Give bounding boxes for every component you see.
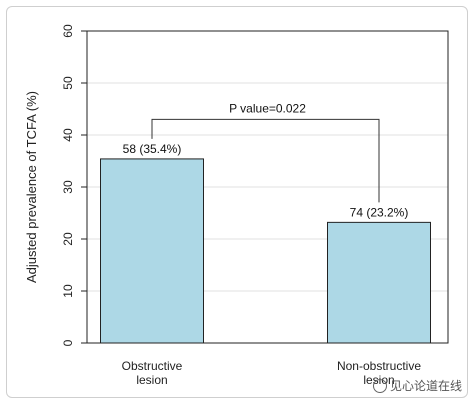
category-label: lesion (136, 373, 167, 387)
y-tick-label: 30 (61, 180, 75, 194)
y-tick-label: 40 (61, 128, 75, 142)
labels: 0 10 20 30 40 50 60 Adjusted prevalence of TCFA… (24, 24, 421, 387)
category-label: Obstructive (122, 359, 183, 373)
y-tick-label: 50 (61, 76, 75, 90)
p-value-annotation: P value=0.022 (229, 101, 306, 115)
watermark-text: 见心论道在线 (389, 379, 462, 393)
data-label: 58 (35.4%) (123, 142, 182, 156)
y-tick-label: 60 (61, 24, 75, 38)
bars (100, 158, 431, 344)
bar (100, 158, 204, 344)
axes (81, 30, 449, 344)
y-axis-label: Adjusted prevalence of TCFA (%) (24, 91, 39, 283)
wechat-logo-icon (372, 378, 387, 393)
watermark: 见心论道在线 (372, 377, 462, 394)
significance-bracket (151, 118, 380, 203)
category-label: Non-obstructive (337, 359, 421, 373)
bar (327, 221, 431, 344)
y-tick-label: 10 (61, 284, 75, 298)
data-label: 74 (23.2%) (350, 205, 409, 219)
y-tick-label: 20 (61, 232, 75, 246)
y-tick-label: 0 (61, 339, 75, 346)
